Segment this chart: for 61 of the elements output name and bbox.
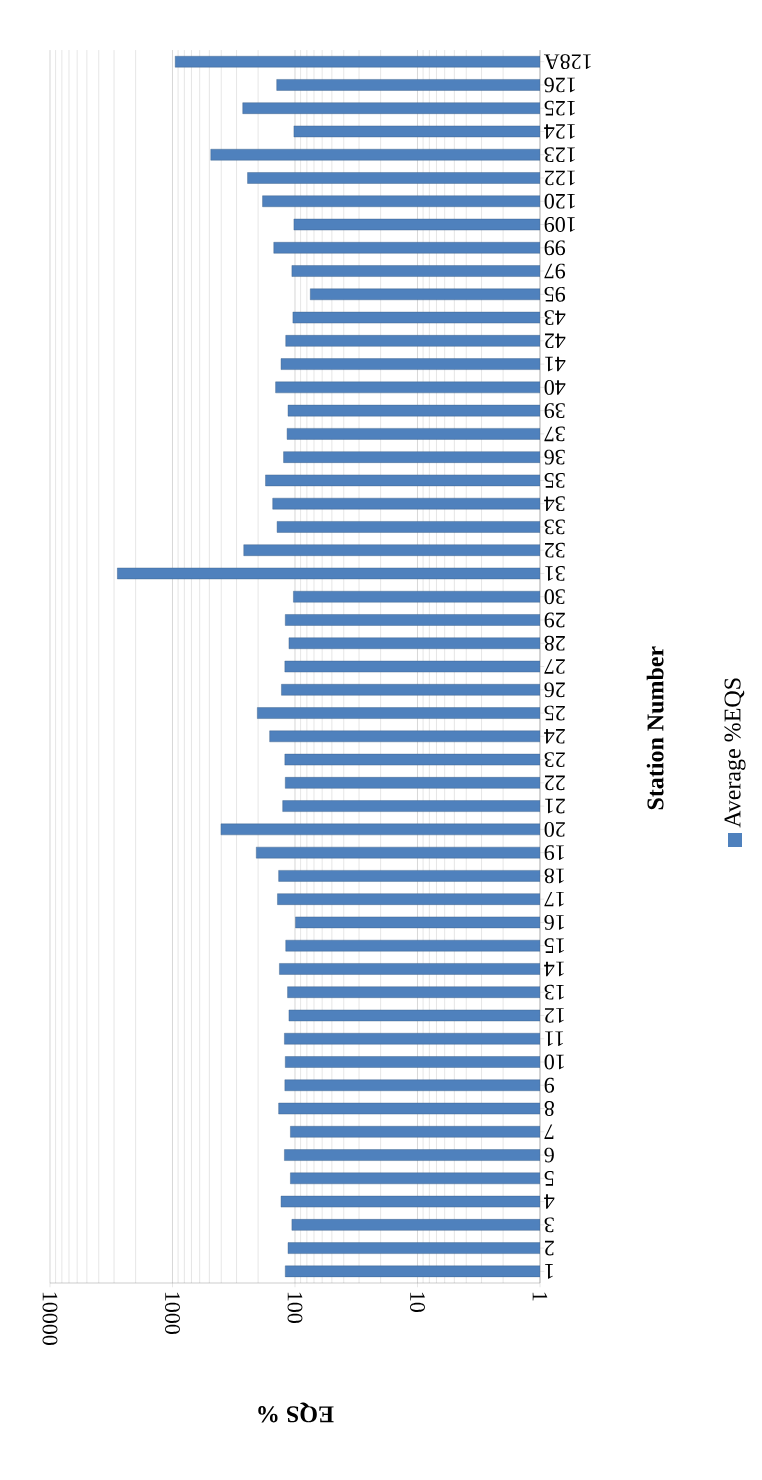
- y-tick-label: 18: [544, 868, 564, 884]
- y-tick-label: 13: [544, 984, 564, 1000]
- y-tick-label: 19: [544, 845, 564, 861]
- y-tick-label: 5: [544, 1171, 554, 1186]
- x-tick-label: 1000: [165, 1292, 180, 1334]
- y-tick-label: 125: [544, 100, 575, 116]
- y-tick-label: 20: [544, 821, 565, 837]
- y-tick-label: 2: [544, 1240, 554, 1256]
- text: Average %EQS: [724, 678, 746, 828]
- y-tick-label: 120: [544, 193, 575, 209]
- x-tick-label: 100: [287, 1292, 303, 1323]
- y-tick-label: 97: [544, 263, 566, 279]
- y-tick-label: 10: [544, 1054, 564, 1070]
- y-tick-label: 15: [544, 938, 564, 954]
- y-tick-label: 40: [544, 379, 566, 395]
- y-tick-label: 7: [544, 1124, 554, 1139]
- y-tick-label: 16: [544, 915, 564, 930]
- y-tick-label: 34: [544, 496, 565, 512]
- y-tick-label: 21: [545, 798, 565, 814]
- y-tick-label: 43: [544, 310, 566, 325]
- y-tick-label: 42: [544, 333, 566, 349]
- y-tick-label: 31: [545, 566, 565, 581]
- y-tick-label: 126: [544, 77, 575, 93]
- y-tick-label: 17: [544, 891, 564, 907]
- x-tick-label: 10000: [42, 1292, 58, 1345]
- y-tick-label: 32: [544, 542, 565, 558]
- y-tick-label: 99: [544, 240, 566, 256]
- y-tick-label: 124: [544, 124, 575, 139]
- y-tick-label: 4: [544, 1194, 555, 1209]
- y-tick-label: 122: [544, 170, 575, 186]
- y-tick-label: 41: [545, 356, 566, 372]
- y-tick-label: 33: [544, 519, 565, 535]
- y-tick-label: 22: [544, 775, 565, 791]
- y-tick-label: 37: [544, 426, 565, 442]
- y-tick-label: 123: [544, 147, 575, 163]
- y-tick-label: 27: [544, 659, 565, 674]
- y-tick-label: 9: [544, 1077, 555, 1093]
- y-tick-label: 30: [544, 589, 565, 605]
- y-axis-title: Station Number: [646, 646, 664, 810]
- y-tick-label: 128A: [543, 54, 591, 70]
- x-tick-label: 1: [532, 1292, 548, 1301]
- y-tick-label: 35: [544, 473, 565, 488]
- y-tick-label: 3: [544, 1217, 554, 1233]
- y-tick-label: 24: [544, 729, 565, 744]
- y-tick-label: 14: [544, 961, 564, 977]
- y-tick-label: 26: [544, 682, 565, 698]
- x-tick-label: 10: [410, 1292, 425, 1312]
- y-tick-label: 28: [544, 635, 565, 651]
- y-tick-label: 11: [545, 1031, 564, 1046]
- x-axis-title: EQS %: [258, 1402, 334, 1423]
- y-tick-label: 6: [544, 1147, 554, 1163]
- y-tick-label: 12: [544, 1008, 564, 1023]
- y-tick-label: 25: [544, 705, 565, 721]
- y-tick-label: 8: [544, 1101, 554, 1116]
- y-tick-label: 109: [544, 217, 575, 232]
- y-tick-label: 1: [545, 1264, 553, 1279]
- y-tick-label: 95: [544, 286, 566, 302]
- y-tick-label: 29: [544, 612, 565, 628]
- y-tick-label: 39: [544, 403, 565, 419]
- y-tick-label: 36: [544, 449, 565, 465]
- y-tick-label: 23: [544, 752, 565, 767]
